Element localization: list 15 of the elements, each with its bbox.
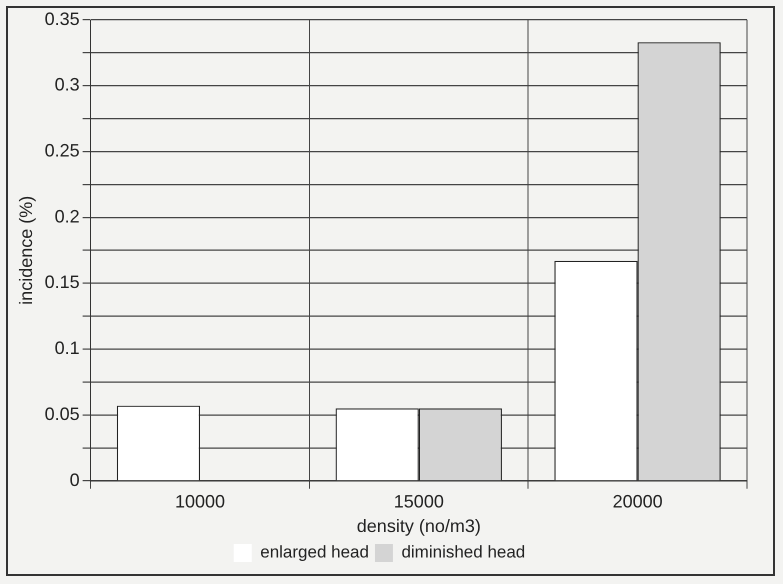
legend-label: enlarged head	[260, 542, 369, 562]
y-tick-label: 0.25	[44, 140, 80, 160]
y-tick-label: 0.3	[54, 74, 80, 95]
y-tick-label: 0.35	[44, 8, 80, 29]
x-tick-label: 10000	[174, 492, 226, 512]
y-axis-title: incidence (%)	[16, 196, 36, 305]
x-tick-label: 20000	[612, 492, 663, 512]
legend-label: diminished head	[401, 542, 526, 562]
y-tick-label: 0.05	[44, 404, 80, 424]
y-tick-label: 0.1	[54, 338, 80, 358]
y-tick-label: 0.2	[54, 206, 80, 226]
x-axis-title: density (no/m3)	[356, 516, 481, 536]
x-tick-label: 15000	[394, 492, 444, 512]
y-tick-label: 0	[70, 470, 80, 490]
y-tick-label: 0.15	[44, 272, 80, 292]
